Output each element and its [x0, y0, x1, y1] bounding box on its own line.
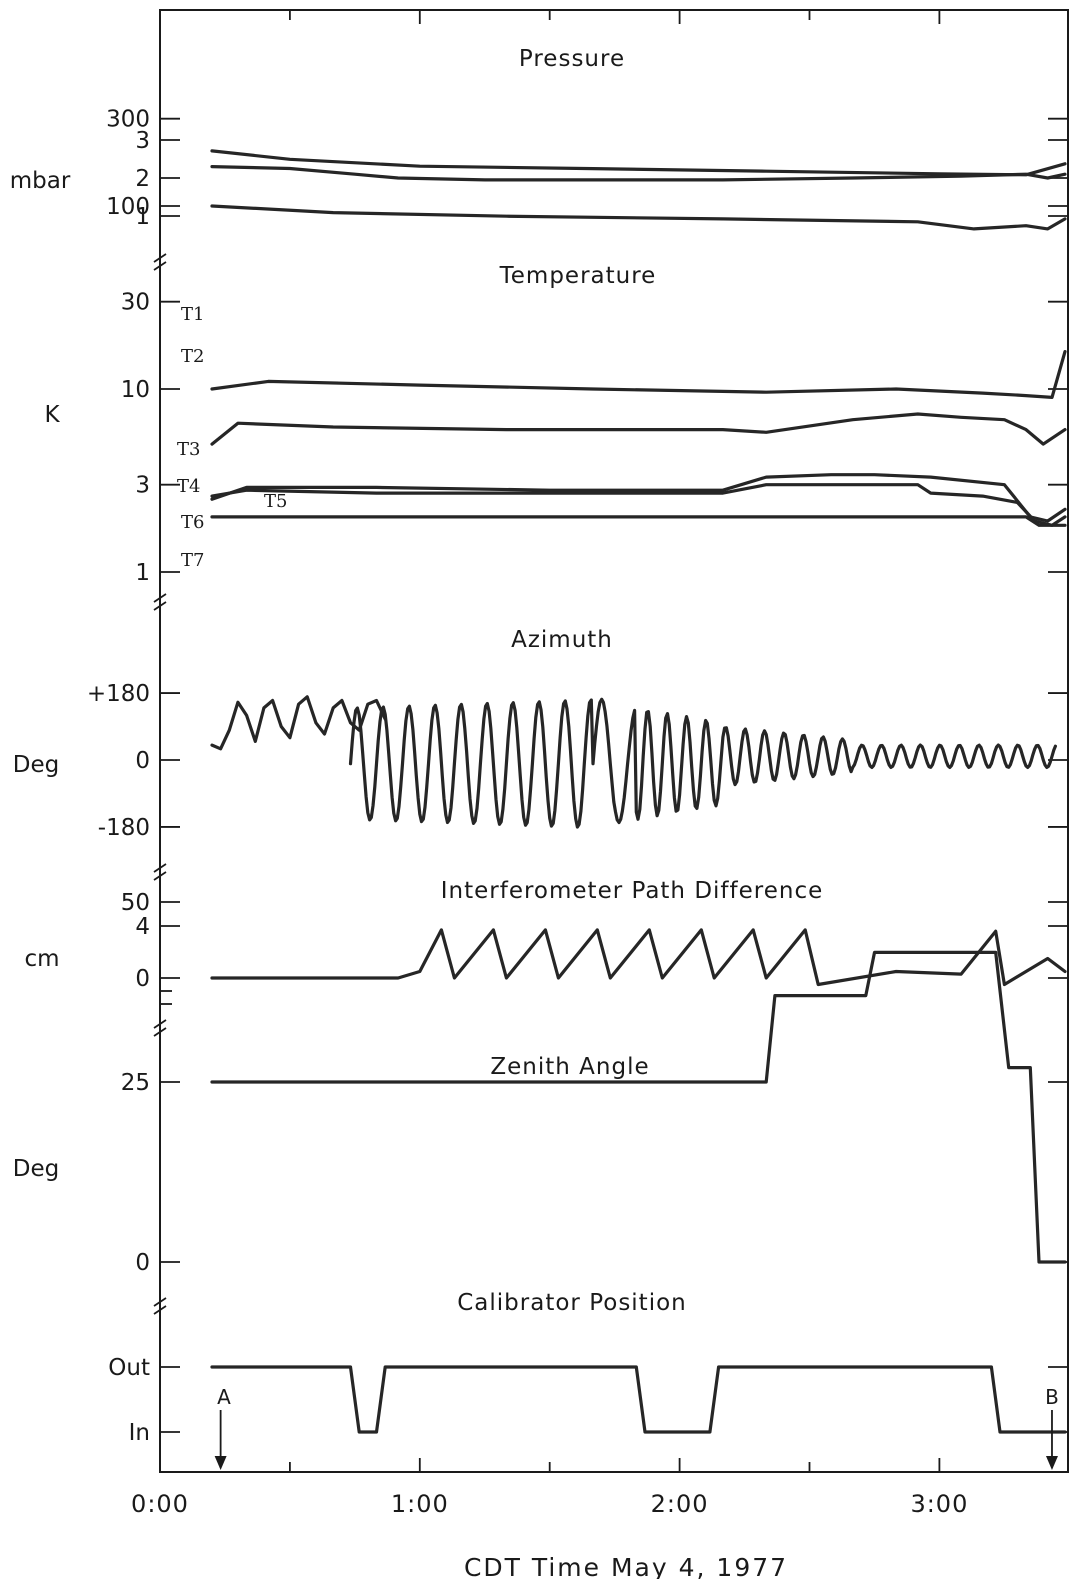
series-line-interferometer-0 — [210, 928, 1067, 987]
series-line-azimuth-0 — [210, 695, 387, 751]
panel-title-pressure: Pressure — [519, 46, 625, 72]
unit-label-pressure: mbar — [10, 168, 71, 194]
y-tick-label-azimuth: -180 — [98, 815, 150, 841]
panel-title-zenith: Zenith Angle — [490, 1054, 649, 1080]
unit-label-zenith: Deg — [13, 1156, 59, 1182]
x-tick-label: 1:00 — [391, 1490, 449, 1518]
unit-label-interferometer: cm — [24, 946, 59, 972]
series-label-t3: T3 — [177, 439, 200, 460]
series-line-temperature-t4 — [210, 412, 1067, 446]
y-tick-label-temperature: 30 — [121, 290, 150, 316]
panel-title-calibrator: Calibrator Position — [457, 1290, 687, 1316]
series-line-temperature-t3 — [210, 350, 1067, 399]
series-line-temperature-t5 — [210, 473, 1067, 523]
y-tick-label-azimuth: +180 — [87, 681, 150, 707]
x-tick-label: 3:00 — [910, 1490, 968, 1518]
marker-label-a: A — [217, 1385, 231, 1409]
y-tick-label-interferometer: 0 — [135, 966, 150, 992]
y-tick-label-pressure: 2 — [135, 166, 150, 192]
y-tick-label-temperature: 100 — [106, 194, 150, 220]
unit-label-azimuth: Deg — [13, 752, 59, 778]
series-layer — [210, 149, 1067, 1470]
x-tick-label: 0:00 — [131, 1490, 189, 1518]
y-tick-label-pressure: 1 — [135, 204, 150, 230]
panel-title-temperature: Temperature — [499, 263, 657, 289]
series-line-calibrator-0 — [210, 1365, 1067, 1434]
y-tick-label-calibrator: In — [129, 1420, 150, 1446]
y-tick-label-zenith: 25 — [121, 1070, 150, 1096]
y-tick-label-temperature: 300 — [106, 107, 150, 133]
series-label-t4: T4 — [177, 476, 200, 497]
x-axis-title: CDT Time May 4, 1977 — [464, 1553, 788, 1579]
plot-frame — [159, 9, 1069, 1473]
axis-breaks — [153, 253, 167, 1315]
marker-arrowhead-a — [214, 1456, 227, 1470]
series-line-temperature-t1 — [210, 149, 1067, 177]
series-line-temperature-t6 — [210, 483, 1067, 527]
series-line-temperature-t7 — [210, 515, 1067, 527]
series-label-t1: T1 — [181, 304, 204, 325]
series-line-temperature-t2 — [210, 204, 1067, 231]
unit-label-temperature: K — [44, 402, 60, 428]
series-label-t2: T2 — [181, 346, 204, 367]
panel-title-azimuth: Azimuth — [511, 627, 613, 653]
y-tick-label-temperature: 3 — [135, 473, 150, 499]
series-line-zenith-0 — [210, 950, 1067, 1264]
series-label-t7: T7 — [181, 550, 204, 571]
x-tick-label: 2:00 — [651, 1490, 709, 1518]
marker-arrowhead-b — [1045, 1456, 1058, 1470]
y-tick-label-calibrator: Out — [108, 1355, 150, 1381]
tick-layer: 0:00 1:00 2:00 3:00 3 2 1 300 100 30 10 3 1 +180 0 -180… — [87, 10, 1068, 1518]
y-tick-label-azimuth: 0 — [135, 748, 150, 774]
series-line-azimuth-oscillation — [348, 697, 1057, 829]
series-label-t6: T6 — [181, 512, 204, 533]
y-tick-label-zenith: 50 — [121, 890, 150, 916]
y-tick-label-temperature: 1 — [135, 560, 150, 586]
y-tick-label-temperature: 10 — [121, 377, 150, 403]
panel-title-interferometer: Interferometer Path Difference — [441, 878, 824, 904]
y-tick-label-zenith: 0 — [135, 1250, 150, 1276]
series-label-t5: T5 — [264, 491, 287, 512]
marker-label-b: B — [1045, 1385, 1059, 1409]
y-tick-label-interferometer: 4 — [135, 914, 150, 940]
y-tick-label-pressure: 3 — [135, 128, 150, 154]
